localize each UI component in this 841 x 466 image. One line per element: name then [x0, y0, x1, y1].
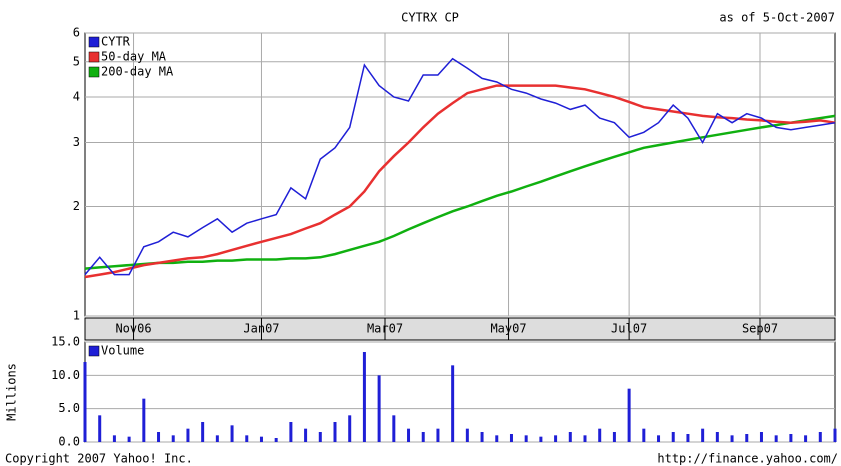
volume-bar	[745, 434, 749, 442]
volume-bar	[171, 435, 175, 442]
volume-bar	[112, 435, 116, 442]
volume-bar	[83, 362, 87, 442]
y-tick-label: 1	[73, 309, 80, 323]
volume-bar	[201, 422, 205, 442]
volume-bar	[186, 428, 190, 442]
legend-label: 50-day MA	[101, 50, 167, 64]
volume-bar	[833, 428, 837, 442]
volume-bar	[789, 434, 793, 442]
volume-bar	[157, 432, 161, 442]
x-tick-label: May07	[490, 322, 526, 336]
volume-bar	[554, 435, 558, 442]
volume-bar	[465, 428, 469, 442]
volume-bar	[127, 436, 131, 442]
y-tick-label: 3	[73, 135, 80, 149]
volume-bar	[377, 375, 381, 442]
volume-bar	[627, 388, 631, 442]
y-tick-label: 5.0	[58, 401, 80, 415]
volume-bar	[451, 365, 455, 442]
x-tick-label: Nov06	[115, 322, 151, 336]
volume-bar	[259, 436, 263, 442]
x-tick-label: Mar07	[367, 322, 403, 336]
price-line	[84, 57, 836, 276]
volume-bar	[421, 432, 425, 442]
volume-bar	[642, 428, 646, 442]
x-tick-label: Sep07	[742, 322, 778, 336]
legend-swatch	[88, 66, 100, 78]
price-line	[84, 114, 836, 270]
volume-bar	[774, 435, 778, 442]
price-line	[84, 84, 836, 279]
volume-frame	[84, 341, 836, 443]
volume-bar	[524, 435, 528, 442]
y-tick-label: 6	[73, 26, 80, 40]
chart-title: CYTRX CP	[401, 11, 459, 25]
volume-bar	[407, 428, 411, 442]
volume-bar	[701, 428, 705, 442]
copyright: Copyright 2007 Yahoo! Inc.	[5, 452, 193, 466]
volume-bar	[318, 432, 322, 442]
volume-bar	[304, 428, 308, 442]
volume-bar	[362, 352, 366, 442]
volume-bar	[568, 432, 572, 442]
volume-bar	[333, 422, 337, 442]
legend-swatch	[88, 51, 100, 63]
y-tick-label: 5	[73, 54, 80, 68]
as-of: as of 5-Oct-2007	[719, 11, 835, 25]
volume-bar	[215, 435, 219, 442]
legend-swatch	[88, 36, 100, 48]
volume-bar	[598, 428, 602, 442]
volume-bar	[274, 438, 278, 442]
y-tick-label: 2	[73, 199, 80, 213]
volume-bar	[583, 435, 587, 442]
volume-bar	[509, 434, 513, 442]
volume-bar	[804, 435, 808, 442]
legend-label: Volume	[101, 344, 144, 358]
volume-bar	[348, 415, 352, 442]
y-tick-label: 0.0	[58, 435, 80, 449]
x-tick-label: Jan07	[243, 322, 279, 336]
y-axis-label: Millions	[5, 363, 19, 421]
volume-bar	[289, 422, 293, 442]
volume-bar	[612, 432, 616, 442]
volume-bar	[245, 435, 249, 442]
volume-bar	[480, 432, 484, 442]
date-band	[84, 317, 836, 341]
volume-bar	[98, 415, 102, 442]
volume-bar	[715, 432, 719, 442]
legend-label: 200-day MA	[101, 65, 174, 79]
volume-bar	[495, 435, 499, 442]
volume-bar	[657, 435, 661, 442]
y-tick-label: 15.0	[51, 335, 80, 349]
volume-bar	[436, 428, 440, 442]
volume-bar	[671, 432, 675, 442]
volume-bar	[730, 435, 734, 442]
volume-bar	[686, 434, 690, 442]
volume-bar	[230, 425, 234, 442]
y-tick-label: 4	[73, 90, 80, 104]
volume-bar	[392, 415, 396, 442]
volume-bar	[142, 398, 146, 442]
legend-label: CYTR	[101, 35, 131, 49]
volume-bar	[539, 436, 543, 442]
source-url: http://finance.yahoo.com/	[657, 452, 838, 466]
volume-bar	[818, 432, 822, 442]
y-tick-label: 10.0	[51, 368, 80, 382]
legend-swatch	[88, 345, 100, 357]
price-frame	[84, 32, 836, 317]
volume-bar	[759, 432, 763, 442]
x-tick-label: Jul07	[611, 322, 647, 336]
